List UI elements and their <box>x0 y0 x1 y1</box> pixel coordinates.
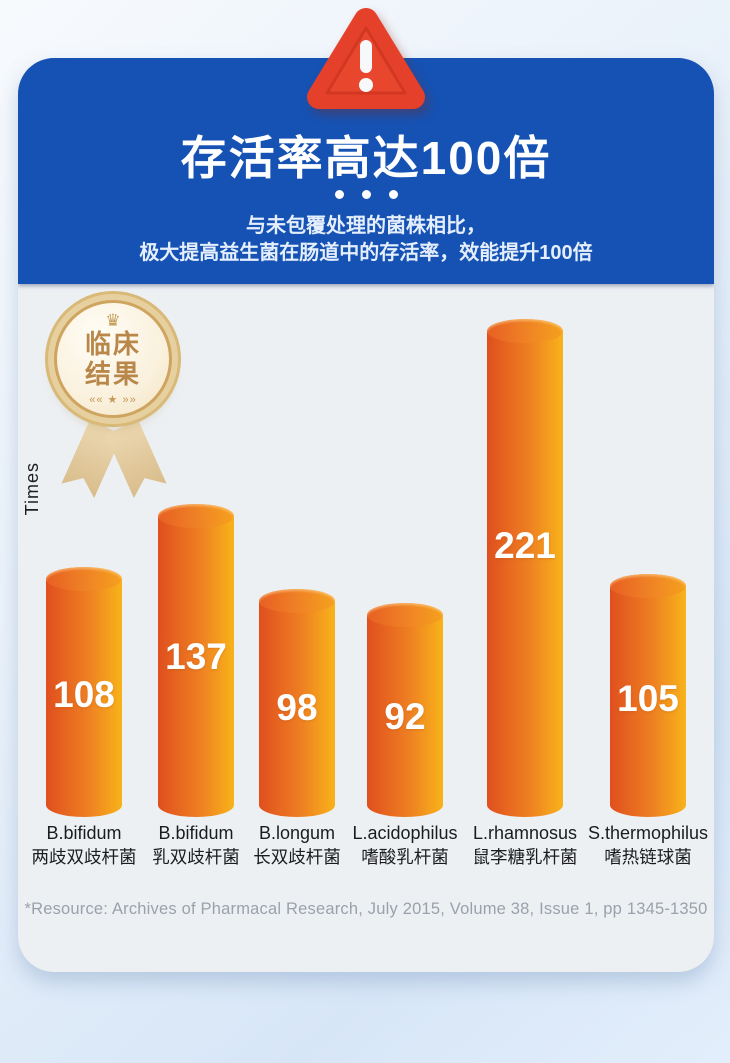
badge-text-line-1: 临床 <box>84 329 141 360</box>
clinical-result-badge: ♛ 临床 结果 «« ★ »» <box>48 296 180 508</box>
bar-top-ellipse <box>610 574 686 598</box>
category-label-zh: 嗜酸乳杆菌 <box>361 847 449 867</box>
info-card: 存活率高达100倍 与未包覆处理的菌株相比， 极大提高益生菌在肠道中的存活率，效… <box>18 58 714 972</box>
bar: 98 <box>259 589 335 817</box>
category-label-zh: 嗜热链球菌 <box>604 847 692 867</box>
bar-value-label: 221 <box>494 525 556 567</box>
dot-icon <box>388 190 398 199</box>
dots-separator-icon <box>18 190 714 199</box>
category-label: B.bifidum 两歧双歧杆菌 <box>18 823 155 867</box>
category-label-zh: 鼠李糖乳杆菌 <box>472 847 578 867</box>
dot-icon <box>361 190 371 199</box>
category-label-zh: 乳双歧杆菌 <box>152 847 240 867</box>
category-label-zh: 两歧双歧杆菌 <box>31 847 137 867</box>
page-title: 存活率高达100倍 <box>180 132 552 184</box>
dot-icon <box>334 190 344 199</box>
badge-text-line-2: 结果 <box>84 359 141 389</box>
bar: 221 <box>487 319 563 817</box>
bar-value-label: 137 <box>165 636 227 678</box>
bar: 105 <box>610 574 686 817</box>
category-label: L.rhamnosus 鼠李糖乳杆菌 <box>454 823 596 867</box>
warning-icon <box>307 8 425 109</box>
category-label: S.thermophilus 嗜热链球菌 <box>577 823 714 867</box>
category-label-zh: 长双歧杆菌 <box>253 847 341 867</box>
bar-top-ellipse <box>158 504 234 528</box>
category-labels: B.bifidum 两歧双歧杆菌 B.bifidum 乳双歧杆菌 B.longum 长双歧… <box>18 823 714 933</box>
exclamation-dot <box>359 78 373 92</box>
laurel-star-ornament-icon: «« ★ »» <box>89 393 137 406</box>
subtitle-line-1: 与未包覆处理的菌株相比， <box>246 215 486 237</box>
category-label: B.bifidum 乳双歧杆菌 <box>125 823 267 867</box>
bar-value-label: 92 <box>384 695 426 737</box>
source-footnote: *Resource: Archives of Pharmacal Researc… <box>24 900 708 918</box>
category-label-en: S.thermophilus <box>587 823 709 843</box>
bar: 92 <box>367 603 443 817</box>
category-label-en: B.longum <box>258 823 336 843</box>
bar-value-label: 105 <box>617 678 679 720</box>
medal-icon: ♛ 临床 结果 «« ★ »» <box>54 300 172 418</box>
bar-value-label: 98 <box>276 687 318 729</box>
crown-icon: ♛ <box>105 311 121 331</box>
category-label: L.acidophilus 嗜酸乳杆菌 <box>334 823 476 867</box>
bar-top-ellipse <box>259 589 335 613</box>
bar-chart: 108 137 98 92 221 105 <box>18 58 714 817</box>
bar: 137 <box>158 504 234 817</box>
bar-top-ellipse <box>46 567 122 591</box>
bar-top-ellipse <box>367 603 443 627</box>
category-label-en: L.rhamnosus <box>472 823 578 843</box>
bar-value-label: 108 <box>53 674 115 716</box>
category-label: B.longum 长双歧杆菌 <box>226 823 368 867</box>
category-label-en: B.bifidum <box>46 823 122 843</box>
exclamation-bar <box>360 40 372 73</box>
subtitle-line-2: 极大提高益生菌在肠道中的存活率，效能提升100倍 <box>139 242 593 264</box>
bar-top-ellipse <box>487 319 563 343</box>
bar: 108 <box>46 567 122 817</box>
category-label-en: L.acidophilus <box>352 823 458 843</box>
category-label-en: B.bifidum <box>158 823 234 843</box>
subtitle: 与未包覆处理的菌株相比， 极大提高益生菌在肠道中的存活率，效能提升100倍 <box>18 213 714 267</box>
